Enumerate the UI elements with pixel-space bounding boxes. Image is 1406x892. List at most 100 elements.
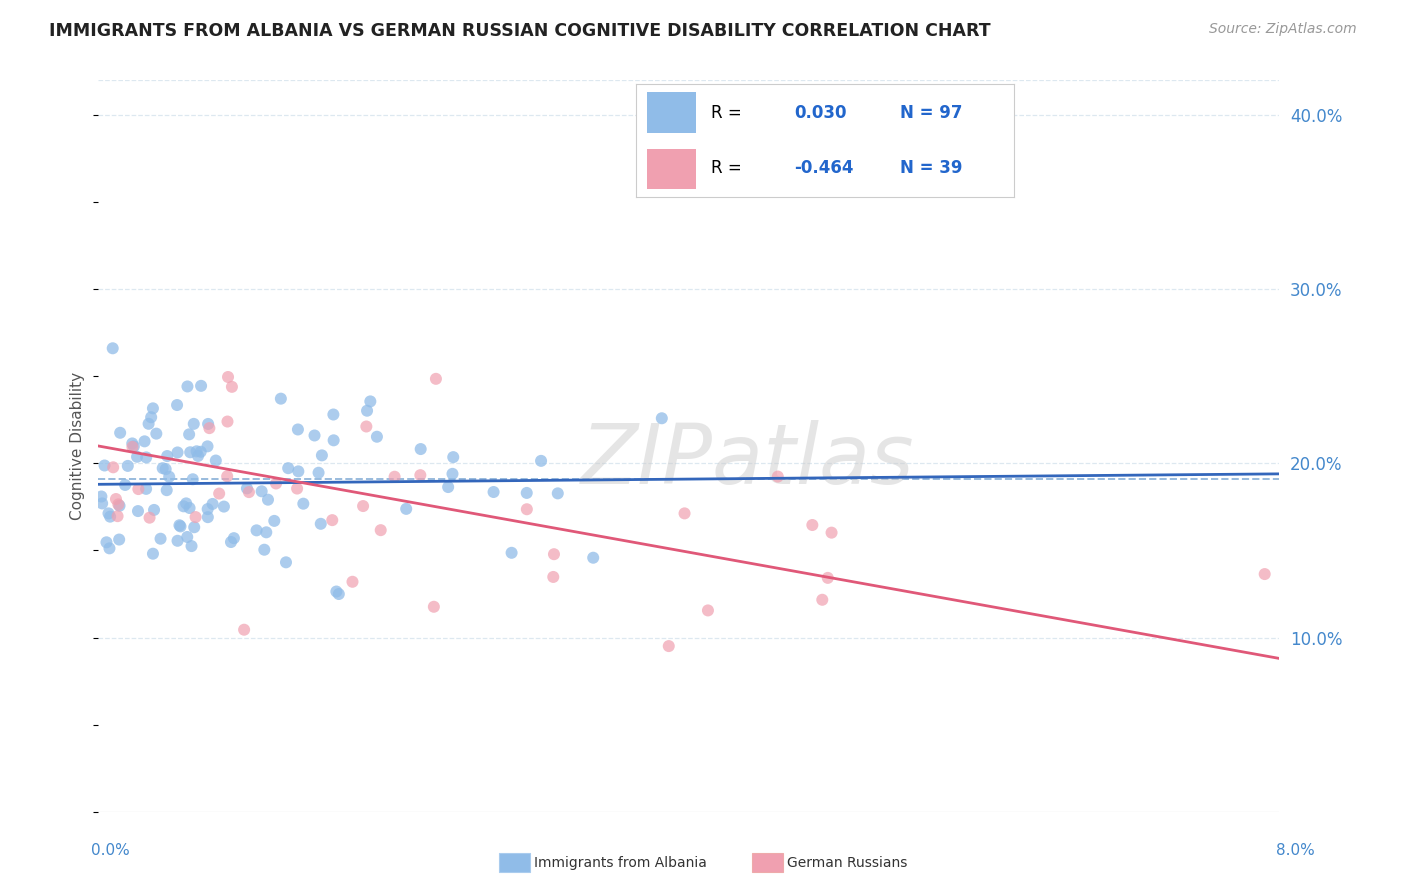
Point <box>370 523 392 537</box>
Point <box>425 372 447 386</box>
Point <box>325 584 347 599</box>
Point <box>236 481 259 495</box>
Point <box>173 500 195 514</box>
Point <box>157 469 180 483</box>
Point <box>121 440 143 454</box>
Point <box>122 439 145 453</box>
Point <box>366 430 388 444</box>
Point <box>277 461 299 475</box>
Point <box>217 370 239 384</box>
Point <box>501 546 523 560</box>
Point <box>138 417 160 431</box>
Point <box>169 519 191 533</box>
Text: IMMIGRANTS FROM ALBANIA VS GERMAN RUSSIAN COGNITIVE DISABILITY CORRELATION CHART: IMMIGRANTS FROM ALBANIA VS GERMAN RUSSIA… <box>49 22 991 40</box>
Point <box>233 623 256 637</box>
Point <box>304 428 326 442</box>
Point <box>274 555 297 569</box>
Point <box>197 510 219 524</box>
Point <box>176 379 198 393</box>
Point <box>138 510 160 524</box>
Point <box>101 341 124 355</box>
Point <box>516 502 538 516</box>
Point <box>174 496 197 510</box>
Point <box>530 454 553 468</box>
Point <box>166 445 188 459</box>
Point <box>1254 567 1277 582</box>
Point <box>169 518 191 533</box>
Point <box>98 541 121 556</box>
Point <box>198 421 221 435</box>
Text: German Russians: German Russians <box>787 855 908 870</box>
Point <box>287 464 309 478</box>
Point <box>328 587 350 601</box>
Point <box>135 450 157 465</box>
Point <box>134 434 156 449</box>
Point <box>342 574 364 589</box>
Point <box>811 592 834 607</box>
Point <box>90 490 112 504</box>
Text: ZIPatlas: ZIPatlas <box>581 420 915 501</box>
Point <box>201 497 224 511</box>
Point <box>108 425 131 440</box>
Point <box>166 533 188 548</box>
Point <box>253 542 276 557</box>
Point <box>309 516 332 531</box>
Point <box>176 530 198 544</box>
Point <box>423 599 446 614</box>
Point <box>91 496 114 510</box>
Point <box>352 499 374 513</box>
Point <box>152 461 174 475</box>
Point <box>166 398 188 412</box>
Point <box>359 394 381 409</box>
Point <box>179 445 201 459</box>
Point <box>292 497 315 511</box>
Point <box>356 419 378 434</box>
Point <box>183 417 205 431</box>
Point <box>187 449 209 463</box>
Point <box>409 468 432 483</box>
Point <box>308 466 330 480</box>
Point <box>311 449 333 463</box>
Point <box>107 497 129 511</box>
Point <box>93 458 115 473</box>
Point <box>184 510 207 524</box>
Point <box>149 532 172 546</box>
Point <box>543 547 565 561</box>
Point <box>254 525 277 540</box>
Text: 8.0%: 8.0% <box>1275 843 1315 858</box>
Point <box>143 503 166 517</box>
Point <box>384 469 406 483</box>
Point <box>197 502 219 516</box>
Point <box>820 525 842 540</box>
Point <box>766 469 789 483</box>
Point <box>673 507 696 521</box>
Point <box>221 380 243 394</box>
Point <box>181 472 204 486</box>
Point <box>441 450 464 464</box>
Point <box>651 411 673 425</box>
Point <box>658 639 681 653</box>
Point <box>208 486 231 500</box>
Point <box>179 427 201 442</box>
Point <box>285 482 308 496</box>
Point <box>321 513 343 527</box>
Point <box>103 460 125 475</box>
Point <box>697 603 720 617</box>
Point <box>96 535 118 549</box>
Point <box>238 485 260 500</box>
Point <box>222 531 245 545</box>
Point <box>270 392 292 406</box>
Point <box>212 500 235 514</box>
Point <box>114 478 136 492</box>
Text: Immigrants from Albania: Immigrants from Albania <box>534 855 707 870</box>
Point <box>197 417 219 431</box>
Point <box>97 507 120 521</box>
Point <box>409 442 432 456</box>
Point <box>395 501 418 516</box>
Point <box>135 482 157 496</box>
Point <box>217 415 239 429</box>
Point <box>217 469 239 483</box>
Point <box>180 539 202 553</box>
Y-axis label: Cognitive Disability: Cognitive Disability <box>70 372 86 520</box>
Point <box>547 486 569 500</box>
